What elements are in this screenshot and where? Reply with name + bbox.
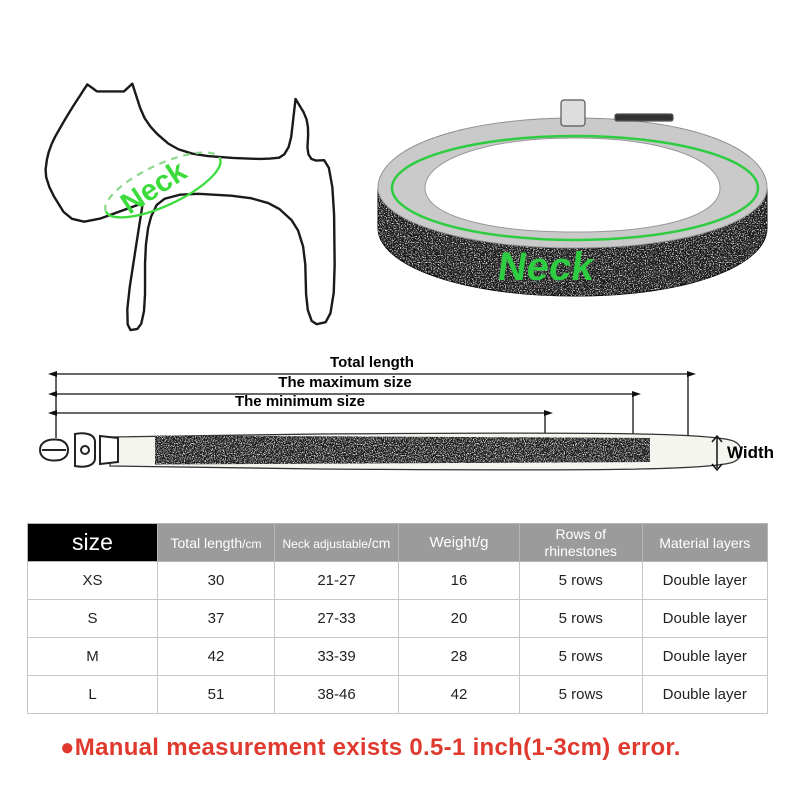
svg-text:The minimum size: The minimum size (235, 393, 365, 410)
svg-text:Width: Width (727, 443, 774, 462)
svg-text:Total length: Total length (330, 354, 414, 371)
svg-text:Neck: Neck (495, 244, 598, 289)
svg-text:The maximum size: The maximum size (278, 374, 411, 391)
